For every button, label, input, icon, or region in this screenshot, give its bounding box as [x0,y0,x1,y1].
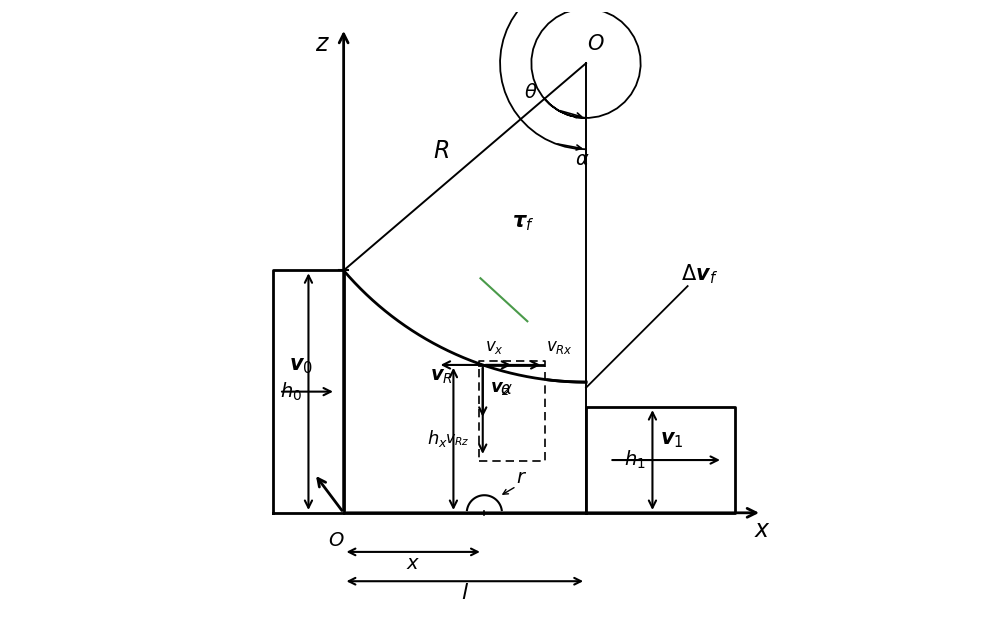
Text: $r$: $r$ [516,468,527,487]
Text: $\theta$: $\theta$ [524,83,538,102]
Text: $\boldsymbol{v}_R$: $\boldsymbol{v}_R$ [430,367,453,386]
Text: $h_x$: $h_x$ [427,429,448,449]
Text: $v_x$: $v_x$ [485,338,504,356]
Text: $x$: $x$ [754,518,770,543]
Text: $\boldsymbol{v}_0$: $\boldsymbol{v}_0$ [289,356,313,376]
Text: $v_{Rz}$: $v_{Rz}$ [445,432,469,448]
Text: $v_{Rx}$: $v_{Rx}$ [546,338,572,356]
Text: $\alpha$: $\alpha$ [575,150,589,169]
Text: $O$: $O$ [328,531,344,549]
Text: $h_1$: $h_1$ [624,449,646,471]
Text: $x$: $x$ [406,554,420,574]
Text: $h_0$: $h_0$ [280,381,302,403]
Text: $\boldsymbol{\tau}_f$: $\boldsymbol{\tau}_f$ [512,213,535,233]
Text: $\Delta \boldsymbol{v}_f$: $\Delta \boldsymbol{v}_f$ [681,262,718,286]
Text: $l$: $l$ [461,583,469,603]
Text: $O$: $O$ [587,34,605,54]
Text: $R$: $R$ [433,139,449,163]
Text: $\alpha$: $\alpha$ [500,380,513,398]
Text: $\boldsymbol{v}_z$: $\boldsymbol{v}_z$ [490,379,511,397]
Text: $z$: $z$ [315,32,330,55]
Text: $\boldsymbol{v}_1$: $\boldsymbol{v}_1$ [660,430,684,450]
